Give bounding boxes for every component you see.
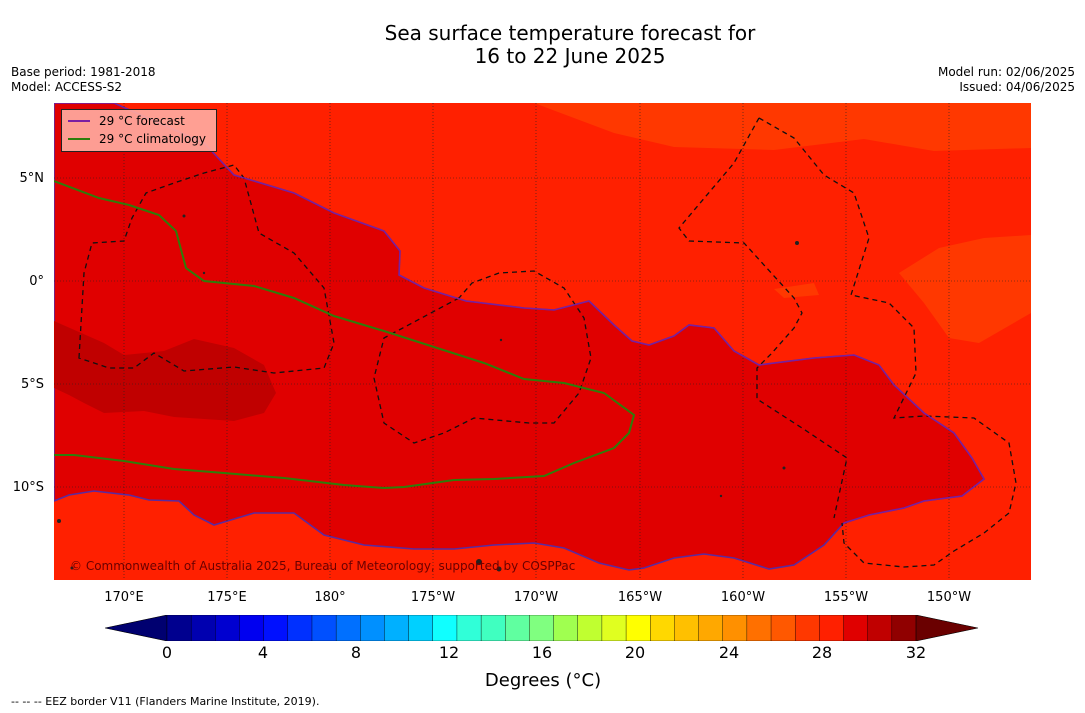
colorbar-tick-12: 12 — [438, 643, 460, 662]
eez-borders — [78, 117, 1017, 568]
copyright-notice: © Commonwealth of Australia 2025, Bureau… — [70, 559, 576, 573]
colorbar-segment — [360, 615, 385, 641]
x-tick-175e: 175°E — [207, 590, 247, 605]
colorbar-units-label: Degrees (°C) — [484, 670, 602, 691]
grid-lines — [54, 103, 1031, 580]
island — [499, 338, 503, 342]
cool-region-east — [899, 235, 1031, 343]
y-tick-10s: 10°S — [12, 480, 44, 495]
colorbar-tick-16: 16 — [531, 643, 553, 662]
colorbar-segment — [311, 615, 337, 641]
colorbar-tick-24: 24 — [718, 643, 740, 662]
colorbar-extend-low — [105, 615, 168, 641]
colorbar-segment — [190, 615, 216, 641]
island — [496, 566, 502, 572]
colorbar-segment — [746, 615, 772, 641]
cool-region-patch — [774, 283, 819, 298]
colorbar-tick-8: 8 — [350, 643, 362, 662]
legend-item-forecast: 29 °C forecast — [68, 113, 185, 129]
island — [719, 494, 723, 498]
colorbar-segment — [794, 615, 820, 641]
colorbar-segment — [239, 615, 265, 641]
eez-border-west — [78, 164, 335, 374]
colorbar-segment — [843, 615, 869, 641]
colorbar-segment — [674, 615, 700, 641]
colorbar-segment — [650, 615, 675, 641]
colorbar-segment — [505, 615, 530, 641]
colorbar-segment — [432, 615, 458, 641]
island — [476, 559, 482, 565]
eez-border-central — [373, 270, 592, 444]
legend-item-climatology: 29 °C climatology — [68, 131, 206, 147]
colorbar-segment — [891, 615, 917, 641]
colorbar-tick-0: 0 — [161, 643, 173, 662]
colorbar-segment — [456, 615, 482, 641]
legend-label-forecast: 29 °C forecast — [99, 114, 185, 128]
colorbar-segment — [287, 615, 313, 641]
x-tick-180: 180° — [314, 590, 346, 605]
island — [182, 214, 186, 218]
title-line-2: 16 to 22 June 2025 — [474, 44, 666, 68]
colorbar-tick-4: 4 — [257, 643, 269, 662]
cool-region-north — [534, 103, 1031, 151]
forecast-29c-contour — [54, 103, 985, 524]
colorbar-tick-28: 28 — [811, 643, 833, 662]
eez-border-east-north — [758, 117, 1017, 568]
colorbar-segment — [770, 615, 796, 641]
colorbar-segment — [480, 615, 506, 641]
colorbar-segment — [819, 615, 845, 641]
y-tick-5s: 5°S — [20, 377, 44, 392]
colorbar-segment — [215, 615, 240, 641]
x-tick-160w: 160°W — [720, 590, 766, 605]
colorbar-segment — [408, 615, 434, 641]
x-tick-170w: 170°W — [513, 590, 559, 605]
x-tick-165w: 165°W — [617, 590, 663, 605]
colorbar — [105, 615, 979, 641]
legend: 29 °C forecast 29 °C climatology — [61, 109, 217, 152]
x-tick-170e: 170°E — [104, 590, 144, 605]
colorbar-tick-32: 32 — [905, 643, 927, 662]
colorbar-segment — [722, 615, 748, 641]
island — [202, 271, 206, 275]
colorbar-segment — [166, 615, 192, 641]
eez-border-east-west — [678, 117, 848, 519]
colorbar-segment — [601, 615, 627, 641]
colorbar-segment — [867, 615, 893, 641]
colorbar-segment — [553, 615, 579, 641]
y-tick-0: 0° — [29, 274, 44, 289]
colorbar-segment — [577, 615, 603, 641]
y-tick-5n: 5°N — [19, 171, 45, 186]
legend-swatch-forecast — [68, 120, 90, 122]
colorbar-segment — [263, 615, 289, 641]
sst-map — [54, 103, 1031, 580]
colorbar-tick-20: 20 — [624, 643, 646, 662]
colorbar-segment — [625, 615, 651, 641]
legend-label-climatology: 29 °C climatology — [99, 132, 207, 146]
legend-swatch-climatology — [68, 138, 90, 140]
title-line-1: Sea surface temperature forecast for — [384, 21, 756, 45]
islands — [57, 214, 799, 572]
x-tick-175w: 175°W — [410, 590, 456, 605]
colorbar-segment — [698, 615, 724, 641]
colorbar-extend-high — [915, 615, 979, 641]
x-tick-155w: 155°W — [823, 590, 869, 605]
hot-region — [54, 321, 276, 421]
model-label: Model: ACCESS-S2 — [11, 80, 123, 94]
island — [795, 241, 799, 245]
colorbar-segment — [384, 615, 410, 641]
model-run-label: Model run: 02/06/2025 — [937, 65, 1075, 79]
x-tick-150w: 150°W — [926, 590, 972, 605]
colorbar-segment — [529, 615, 555, 641]
eez-footnote: -- -- -- EEZ border V11 (Flanders Marine… — [11, 695, 320, 708]
island — [782, 466, 786, 470]
base-period-label: Base period: 1981-2018 — [11, 65, 156, 79]
colorbar-segment — [335, 615, 361, 641]
climatology-29c-contour — [54, 180, 636, 490]
issued-label: Issued: 04/06/2025 — [959, 80, 1075, 94]
island — [57, 519, 61, 523]
island — [70, 566, 74, 570]
